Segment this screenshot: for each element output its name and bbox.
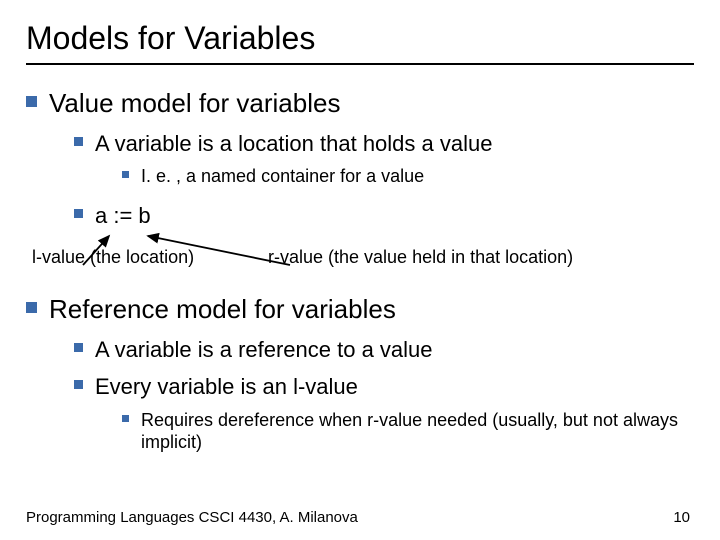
- value-labels: l-value (the location) r-value (the valu…: [32, 247, 694, 275]
- section2-heading: Reference model for variables: [49, 293, 396, 326]
- lvalue-label: l-value (the location): [32, 247, 194, 268]
- bullet-icon: [26, 302, 37, 313]
- section1-sub1: A variable is a location that holds a va…: [95, 130, 492, 158]
- section2-sub1: A variable is a reference to a value: [95, 336, 433, 364]
- rvalue-label: r-value (the value held in that location…: [268, 247, 573, 268]
- bullet-l1: Value model for variables: [26, 87, 694, 120]
- page-number: 10: [673, 509, 690, 526]
- slide: Models for Variables Value model for var…: [0, 0, 720, 540]
- bullet-l2: Every variable is an l-value: [74, 373, 694, 401]
- bullet-icon: [74, 343, 83, 352]
- section1-sub1a: I. e. , a named container for a value: [141, 165, 424, 188]
- bullet-l2: A variable is a reference to a value: [74, 336, 694, 364]
- slide-title: Models for Variables: [26, 20, 694, 57]
- bullet-l3: I. e. , a named container for a value: [122, 165, 694, 188]
- section2-sub2: Every variable is an l-value: [95, 373, 358, 401]
- section1-sub2: a := b: [95, 202, 151, 230]
- bullet-l3: Requires dereference when r-value needed…: [122, 409, 694, 454]
- bullet-icon: [74, 137, 83, 146]
- footer-text: Programming Languages CSCI 4430, A. Mila…: [26, 509, 358, 526]
- bullet-icon: [74, 380, 83, 389]
- bullet-icon: [122, 171, 129, 178]
- bullet-icon: [26, 96, 37, 107]
- section2-sub2a: Requires dereference when r-value needed…: [141, 409, 694, 454]
- bullet-l1: Reference model for variables: [26, 293, 694, 326]
- slide-content: Value model for variables A variable is …: [26, 87, 694, 454]
- bullet-icon: [74, 209, 83, 218]
- bullet-l2: A variable is a location that holds a va…: [74, 130, 694, 158]
- section1-heading: Value model for variables: [49, 87, 340, 120]
- title-rule: [26, 63, 694, 65]
- bullet-l2: a := b: [74, 202, 694, 230]
- bullet-icon: [122, 415, 129, 422]
